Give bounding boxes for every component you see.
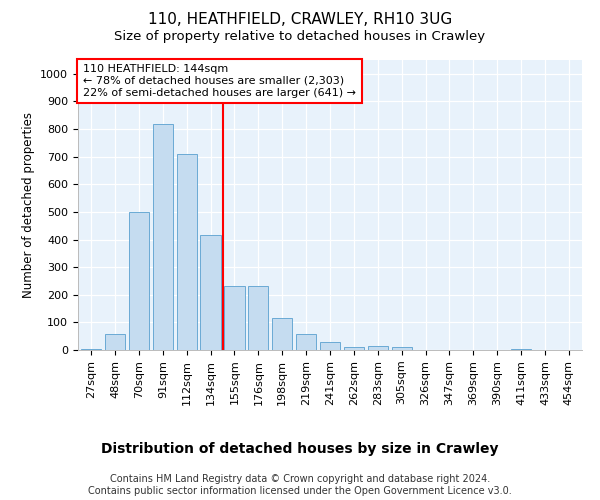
Text: Contains HM Land Registry data © Crown copyright and database right 2024.: Contains HM Land Registry data © Crown c…	[110, 474, 490, 484]
Bar	[248, 286, 268, 350]
Bar	[296, 334, 316, 350]
Bar	[81, 348, 101, 350]
Text: Contains public sector information licensed under the Open Government Licence v3: Contains public sector information licen…	[88, 486, 512, 496]
Bar	[129, 212, 149, 350]
Text: Distribution of detached houses by size in Crawley: Distribution of detached houses by size …	[101, 442, 499, 456]
Bar	[368, 346, 388, 350]
Text: Size of property relative to detached houses in Crawley: Size of property relative to detached ho…	[115, 30, 485, 43]
Bar	[320, 342, 340, 350]
Bar	[200, 236, 221, 350]
Text: 110 HEATHFIELD: 144sqm
← 78% of detached houses are smaller (2,303)
22% of semi-: 110 HEATHFIELD: 144sqm ← 78% of detached…	[83, 64, 356, 98]
Bar	[511, 348, 531, 350]
Bar	[344, 347, 364, 350]
Bar	[392, 347, 412, 350]
Text: 110, HEATHFIELD, CRAWLEY, RH10 3UG: 110, HEATHFIELD, CRAWLEY, RH10 3UG	[148, 12, 452, 28]
Bar	[272, 318, 292, 350]
Y-axis label: Number of detached properties: Number of detached properties	[22, 112, 35, 298]
Bar	[224, 286, 245, 350]
Bar	[105, 334, 125, 350]
Bar	[176, 154, 197, 350]
Bar	[152, 124, 173, 350]
